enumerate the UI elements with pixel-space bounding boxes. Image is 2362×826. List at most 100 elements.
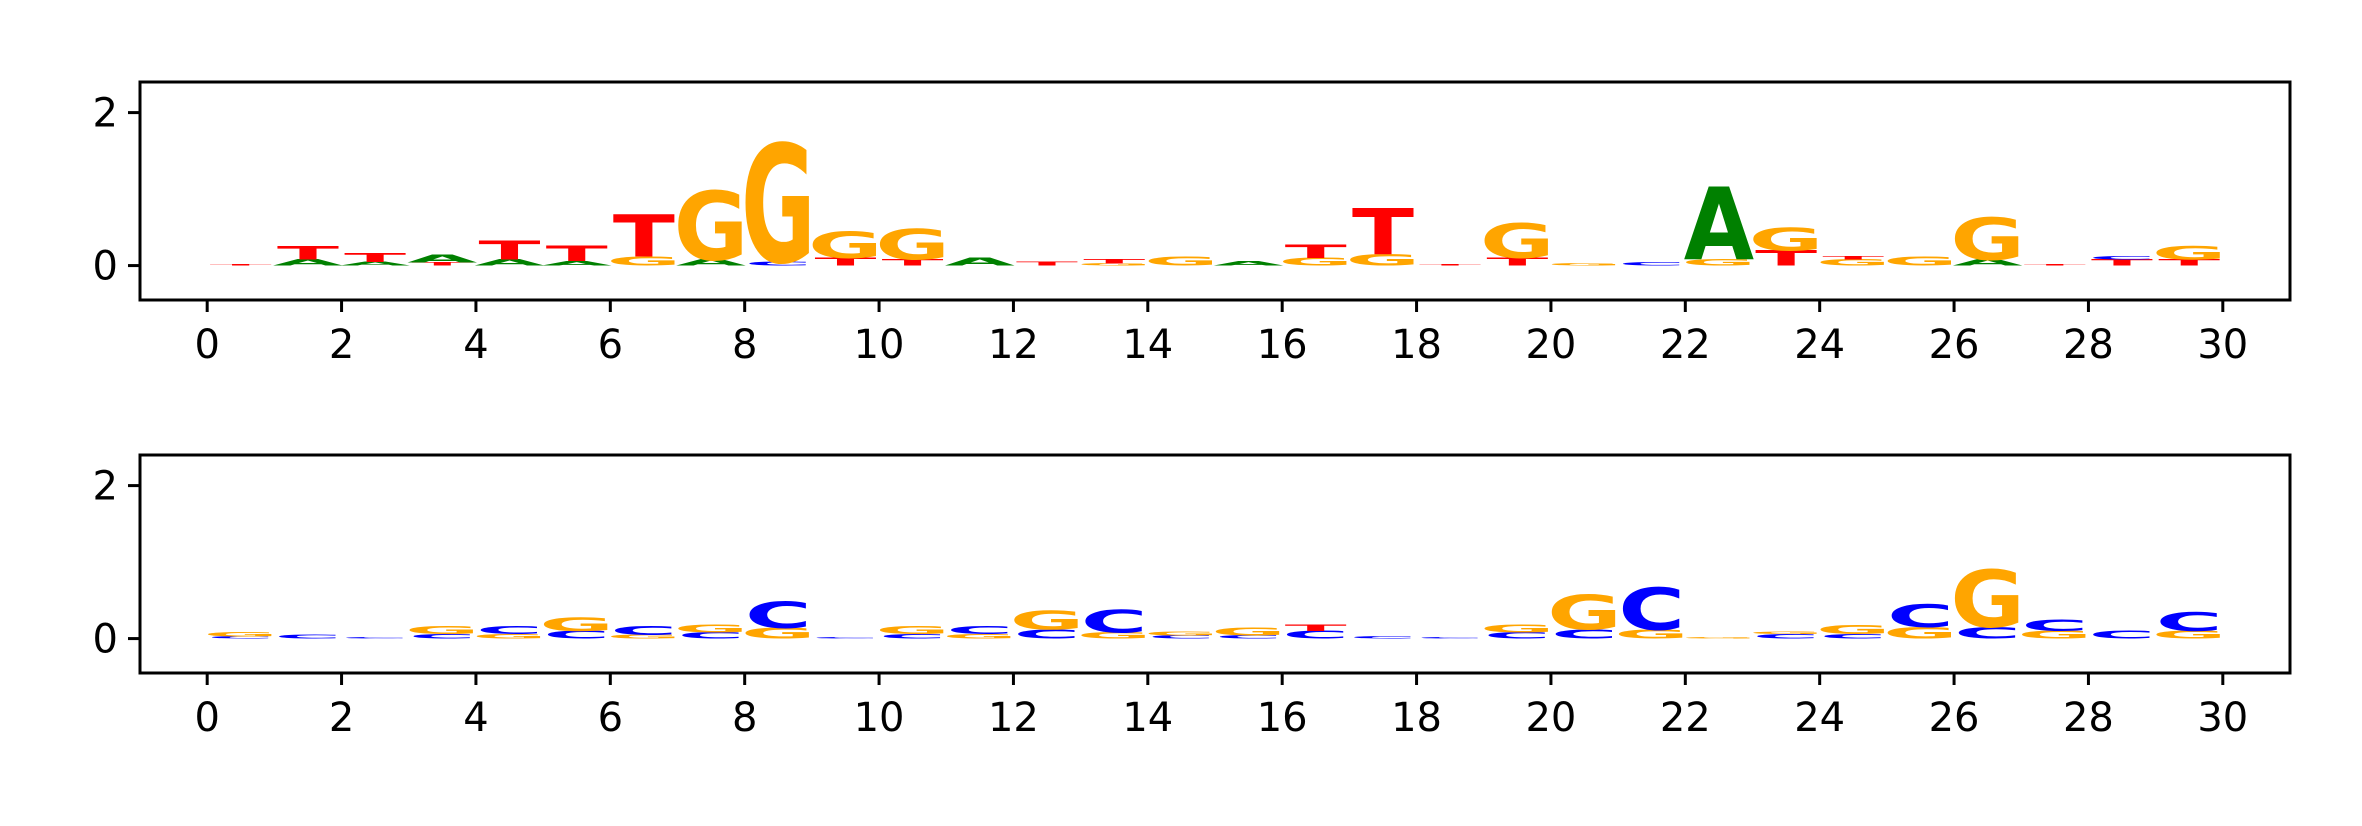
logo-letter-C-pos-25: C [1887, 598, 1954, 635]
logo-letter-G-pos-17: G [1346, 251, 1421, 269]
x-tick-label: 16 [1257, 322, 1308, 368]
logo-letter-G-pos-23: G [1749, 631, 1824, 635]
logo-letter-T-pos-2: T [344, 250, 406, 265]
logo-letter-A-pos-2: A [340, 261, 411, 267]
axes-frame [138, 80, 2292, 302]
logo-letter-G-pos-22: G [1682, 258, 1757, 268]
logo-letter-A-pos-11: A [945, 256, 1015, 268]
logo-letter-G-pos-25: G [1883, 254, 1958, 269]
axes-frame [138, 453, 2292, 675]
logo-letter-C-pos-15: C [1215, 635, 1282, 640]
logo-letter-A-pos-1: A [273, 258, 343, 268]
logo-letter-G-pos-8: G [741, 625, 816, 642]
x-tick-label: 24 [1794, 695, 1845, 741]
x-tick-label: 4 [463, 322, 488, 368]
logo-letter-T-pos-17: T [1352, 196, 1414, 269]
logo-letter-T-pos-10: T [882, 258, 944, 268]
x-tick-label: 22 [1660, 322, 1711, 368]
logo-letter-G-pos-6: G [607, 634, 682, 640]
x-tick-label: 20 [1525, 695, 1576, 741]
logo-letter-T-pos-27: T [2024, 264, 2086, 266]
logo-letter-C-pos-23: C [1753, 633, 1820, 640]
y-tick-label: 2 [93, 464, 118, 510]
logo-letter-T-pos-18: T [1419, 264, 1481, 266]
x-tick-label: 16 [1257, 695, 1308, 741]
logo-letter-G-pos-29: G [2152, 629, 2227, 641]
x-tick-label: 10 [854, 695, 905, 741]
logo-letter-T-pos-13: T [1083, 258, 1145, 265]
logo-letter-T-pos-6: T [613, 203, 675, 270]
logo-letter-C-pos-2: C [342, 637, 409, 639]
logo-letter-T-pos-23: T [1755, 246, 1817, 270]
x-tick-label: 6 [598, 695, 623, 741]
x-tick-label: 18 [1391, 695, 1442, 741]
x-tick-label: 0 [194, 322, 219, 368]
logo-letter-C-pos-6: C [611, 623, 678, 638]
logo-letter-G-pos-24: G [1816, 258, 1891, 268]
logo-letter-C-pos-5: C [543, 629, 610, 641]
logo-letter-C-pos-21: C [1618, 576, 1685, 643]
logo-letter-C-pos-18: C [1417, 637, 1484, 639]
logo-letter-A-pos-4: A [474, 258, 544, 268]
logo-letter-G-pos-9: G [808, 225, 883, 267]
logo-letter-G-pos-26: G [1950, 555, 2025, 647]
logo-letter-G-pos-24: G [1816, 623, 1891, 638]
logo-letter-T-pos-16: T [1285, 623, 1347, 633]
logo-letter-G-pos-7: G [674, 172, 749, 282]
x-tick-label: 18 [1391, 322, 1442, 368]
logo-letter-G-pos-14: G [1144, 254, 1219, 269]
logo-letter-T-pos-28: T [2091, 258, 2153, 268]
logo-letter-C-pos-28: C [2089, 629, 2156, 641]
logo-letter-T-pos-19: T [1486, 256, 1548, 268]
y-tick-label: 0 [93, 244, 118, 290]
logo-letter-T-pos-0: T [210, 264, 272, 266]
logo-letter-G-pos-10: G [875, 220, 950, 269]
logo-letter-G-pos-7: G [674, 623, 749, 635]
logo-letter-C-pos-20: C [1551, 627, 1618, 642]
x-tick-label: 12 [988, 695, 1039, 741]
logo-letter-G-pos-15: G [1211, 626, 1286, 638]
logo-letter-T-pos-3: T [411, 262, 473, 267]
logo-letter-G-pos-5: G [539, 614, 614, 636]
logo-letter-C-pos-10: C [879, 633, 946, 640]
logo-letter-T-pos-29: T [2158, 258, 2220, 268]
x-tick-label: 4 [463, 695, 488, 741]
logo-letter-G-pos-16: G [1278, 256, 1353, 268]
logo-letter-C-pos-8: C [745, 595, 812, 637]
logo-letter-C-pos-29: C [2156, 607, 2223, 638]
logo-letter-T-pos-12: T [1016, 261, 1078, 267]
logo-letter-T-pos-24: T [1822, 256, 1884, 261]
x-tick-label: 8 [732, 322, 757, 368]
x-tick-label: 30 [2197, 695, 2248, 741]
logo-letter-C-pos-8: C [745, 261, 812, 267]
x-tick-label: 26 [1929, 695, 1980, 741]
logo-letter-G-pos-25: G [1883, 624, 1958, 642]
x-tick-label: 26 [1929, 322, 1980, 368]
logo-letter-C-pos-7: C [678, 631, 745, 641]
x-tick-label: 20 [1525, 322, 1576, 368]
logo-letter-C-pos-27: C [2021, 616, 2088, 634]
logo-letter-C-pos-19: C [1484, 631, 1551, 641]
logo-letter-G-pos-11: G [943, 633, 1018, 640]
logo-letter-C-pos-17: C [1350, 636, 1417, 640]
logo-letter-G-pos-0: G [203, 631, 278, 638]
x-tick-label: 28 [2063, 695, 2114, 741]
x-tick-label: 14 [1122, 322, 1173, 368]
logo-letter-C-pos-4: C [476, 624, 543, 636]
logo-letter-A-pos-5: A [542, 260, 613, 267]
logo-letter-G-pos-4: G [472, 633, 547, 640]
y-tick-label: 0 [93, 617, 118, 663]
logo-letter-T-pos-9: T [814, 256, 876, 268]
x-tick-label: 28 [2063, 322, 2114, 368]
logo-letter-G-pos-13: G [1077, 631, 1152, 641]
logo-letter-G-pos-22: G [1682, 637, 1757, 639]
logo-letter-A-pos-15: A [1213, 260, 1284, 267]
logo-letter-G-pos-21: G [1614, 627, 1689, 642]
logo-letter-G-pos-26: G [1950, 206, 2025, 273]
logo-letter-G-pos-12: G [1010, 605, 1085, 636]
logo-letter-C-pos-16: C [1282, 629, 1349, 641]
logo-letter-G-pos-13: G [1077, 263, 1152, 267]
logo-letter-C-pos-28: C [2089, 256, 2156, 261]
